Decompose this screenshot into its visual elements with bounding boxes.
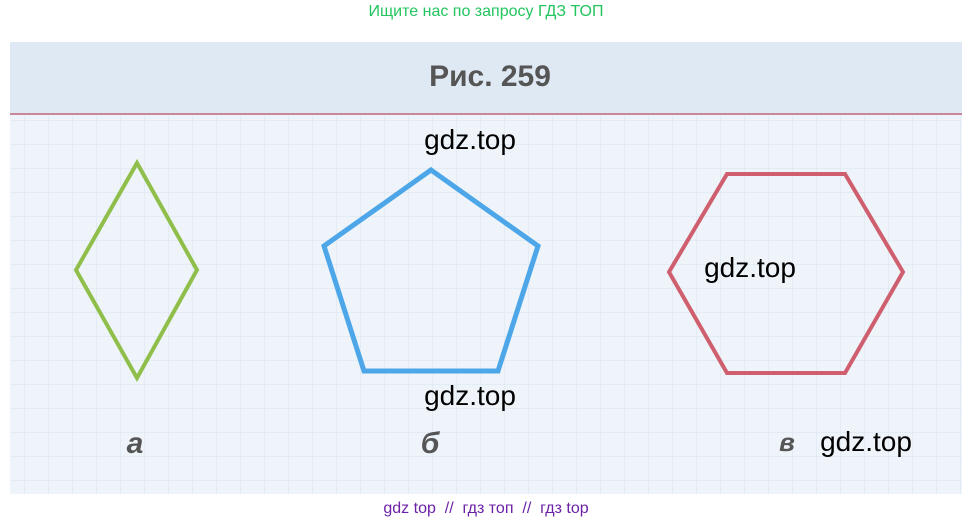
panel [10,42,962,494]
footer: gdz top // гдз топ // гдз top [383,500,589,517]
title-band [10,42,962,114]
figure-title: Рис. 259 [429,60,551,93]
watermark: gdz.top [424,124,516,155]
label: в [779,427,795,457]
label: б [421,427,441,460]
header: Ищите нас по запросу ГДЗ ТОП [368,3,604,20]
label: а [127,427,144,460]
grid [10,42,962,494]
watermark: gdz.top [704,252,796,283]
watermark: gdz.top [424,380,516,411]
hexagon [666,172,906,375]
pentagon [321,166,541,374]
watermark: gdz.top [820,426,912,457]
rhombus [73,158,200,383]
